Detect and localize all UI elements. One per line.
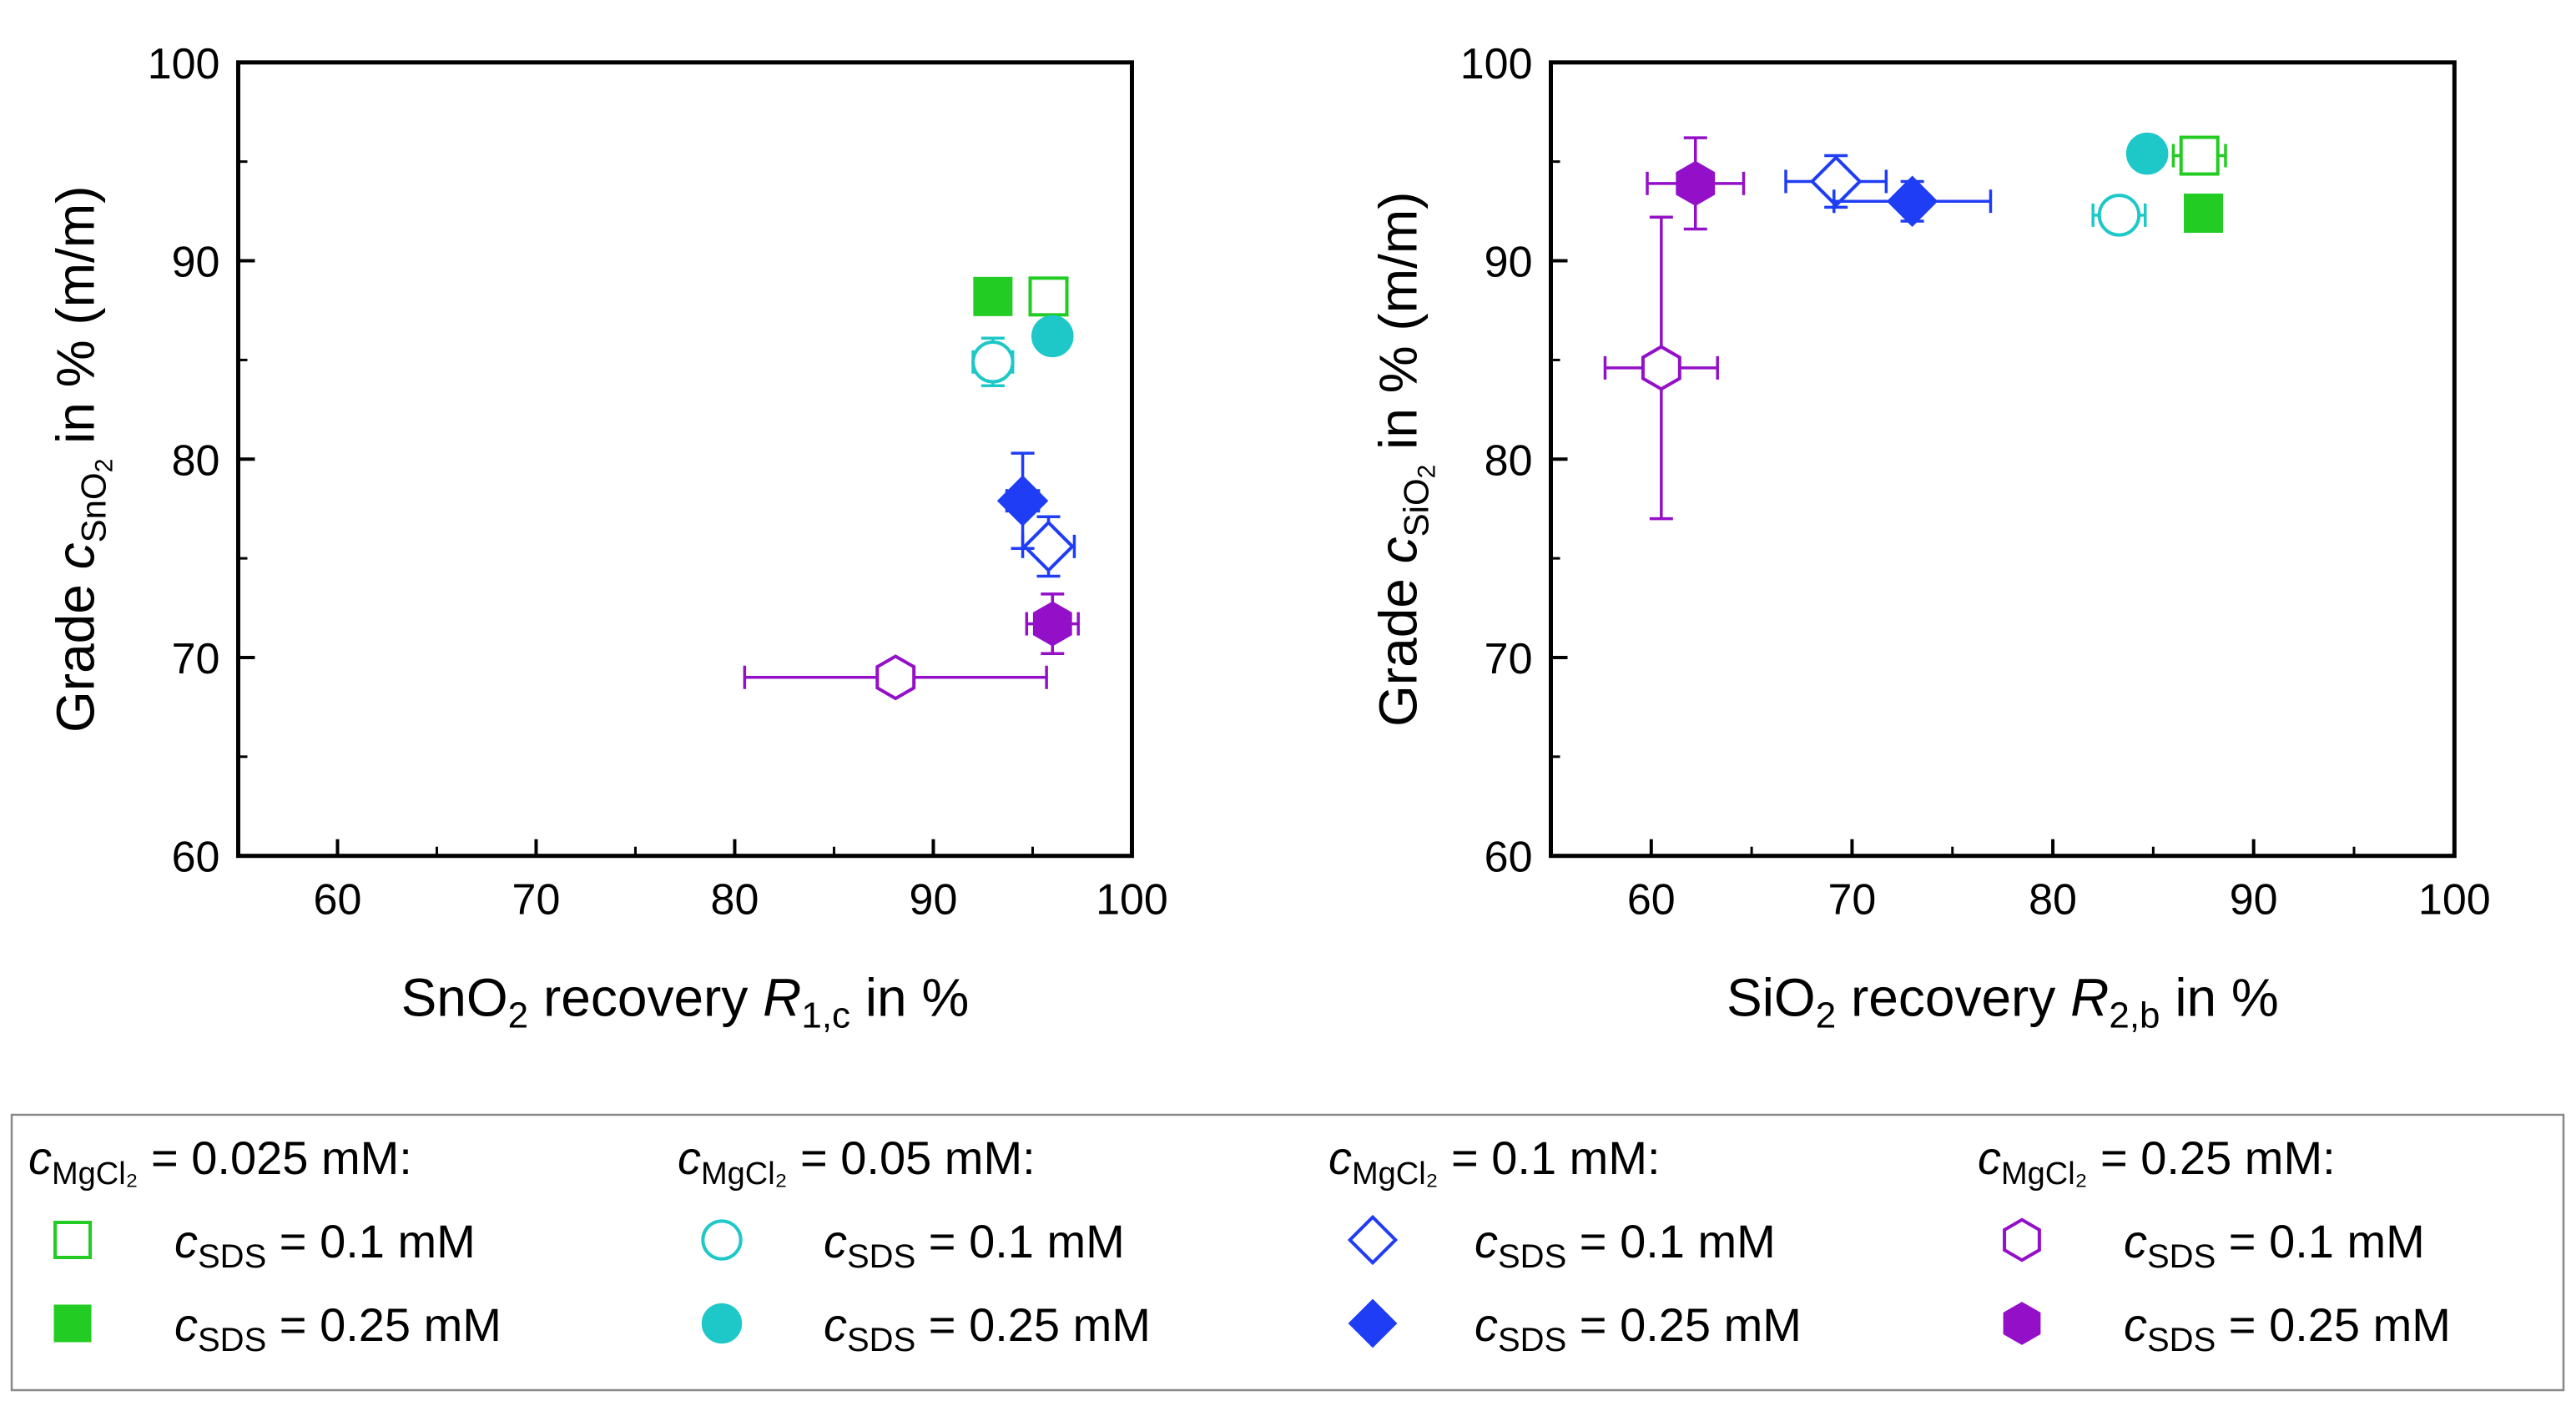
legend-marker-circle-open (701, 1219, 743, 1261)
data-marker-diamond-filled (996, 475, 1049, 527)
y-tick-label: 100 (148, 40, 220, 88)
legend-item-label: cSDS = 0.25 mM (2124, 1298, 2451, 1358)
x-axis-label: SiO2 recovery R2,b in % (1727, 968, 2279, 1036)
data-marker-square-open (2179, 135, 2220, 176)
legend-marker-square-open (53, 1221, 92, 1259)
data-point (973, 276, 1013, 316)
data-marker-square-filled (2184, 193, 2224, 233)
data-point (996, 451, 1049, 550)
data-marker-circle-filled (1031, 315, 1074, 358)
legend-marker-square-filled (53, 1304, 92, 1343)
y-tick-label: 80 (172, 436, 220, 485)
x-axis-label: SnO2 recovery R1,c in % (401, 968, 970, 1036)
data-marker-diamond-open (1022, 520, 1075, 573)
data-point (2125, 132, 2169, 175)
legend-marker-diamond-open (1347, 1214, 1399, 1266)
data-marker-circle-open (2097, 194, 2141, 237)
data-marker-square-filled (973, 276, 1013, 316)
y-tick-label: 90 (1485, 239, 1533, 287)
data-point (2184, 193, 2224, 233)
data-point (1028, 276, 1069, 317)
legend-item-label: cSDS = 0.25 mM (1475, 1298, 1802, 1358)
y-tick-label: 60 (1485, 834, 1533, 882)
data-point (1784, 154, 1888, 209)
x-tick-label: 100 (2418, 876, 2491, 925)
data-marker-hexagon-filled (1676, 160, 1716, 206)
x-tick-label: 90 (910, 876, 958, 925)
data-point (971, 336, 1015, 388)
y-tick-label: 100 (1460, 40, 1533, 88)
legend-item-label: cSDS = 0.1 mM (1475, 1215, 1776, 1275)
y-tick-label: 70 (172, 635, 220, 683)
y-tick-label: 70 (1485, 635, 1533, 683)
y-axis-label: Grade cSiO2 in % (m/m) (1368, 192, 1440, 727)
legend-marker-hexagon-open (2003, 1217, 2041, 1262)
legend: cMgCl₂ = 0.025 mM: cSDS = 0.1 mM cSDS = 0.… (10, 1113, 2565, 1392)
data-marker-square-open (1028, 276, 1069, 317)
legend-marker-diamond-filled (1348, 1298, 1398, 1348)
x-tick-label: 60 (1627, 876, 1676, 925)
legend-marker-hexagon-filled (2003, 1302, 2041, 1345)
data-point (1646, 136, 1746, 231)
x-tick-label: 90 (2230, 876, 2278, 925)
chart-sno2-grade-vs-recovery: 60 70 80 90 100 60 70 80 90 100 SnO2 recovery R1,c… (46, 40, 1168, 1036)
legend-marker-circle-filled (701, 1303, 743, 1344)
legend-group-header: cMgCl₂ = 0.025 mM: (28, 1131, 412, 1192)
data-marker-hexagon-filled (1032, 601, 1072, 647)
y-tick-label: 90 (172, 239, 220, 287)
y-axis-label: Grade cSnO2 in % (m/m) (46, 186, 118, 733)
data-point (1603, 215, 1719, 521)
x-tick-label: 80 (711, 876, 759, 925)
data-marker-hexagon-open (875, 654, 916, 701)
legend-group-header: cMgCl₂ = 0.05 mM: (678, 1131, 1036, 1192)
data-marker-circle-filled (2125, 132, 2169, 175)
data-point (1025, 592, 1080, 655)
plot-frame (235, 60, 1134, 859)
legend-group-header: cMgCl₂ = 0.25 mM: (1978, 1131, 2336, 1192)
legend-frame (10, 1113, 2565, 1392)
legend-group-header: cMgCl₂ = 0.1 mM: (1328, 1131, 1661, 1192)
legend-item-label: cSDS = 0.25 mM (174, 1298, 502, 1358)
data-marker-diamond-filled (1886, 175, 1938, 227)
chart-sio2-grade-vs-recovery: 60 70 80 90 100 60 70 80 90 100 SiO2 recovery R2,b… (1368, 40, 2490, 1036)
x-tick-label: 70 (1828, 876, 1877, 925)
data-marker-diamond-open (1809, 155, 1863, 208)
y-tick-label: 60 (172, 834, 220, 882)
x-tick-label: 60 (314, 876, 362, 925)
legend-item-label: cSDS = 0.1 mM (174, 1215, 476, 1275)
legend-item-label: cSDS = 0.1 mM (2124, 1215, 2425, 1275)
x-tick-label: 80 (2029, 876, 2077, 925)
data-point (2091, 194, 2147, 237)
data-point (1021, 515, 1076, 578)
data-marker-circle-open (971, 340, 1015, 384)
data-point (743, 654, 1048, 701)
x-tick-label: 100 (1096, 876, 1168, 925)
x-tick-label: 70 (512, 876, 561, 925)
data-point (1832, 175, 1993, 227)
data-point (2171, 135, 2227, 176)
legend-item-label: cSDS = 0.25 mM (824, 1298, 1151, 1358)
legend-item-label: cSDS = 0.1 mM (824, 1215, 1125, 1275)
y-tick-label: 80 (1485, 436, 1533, 485)
data-point (1031, 315, 1074, 358)
data-marker-hexagon-open (1641, 345, 1681, 391)
